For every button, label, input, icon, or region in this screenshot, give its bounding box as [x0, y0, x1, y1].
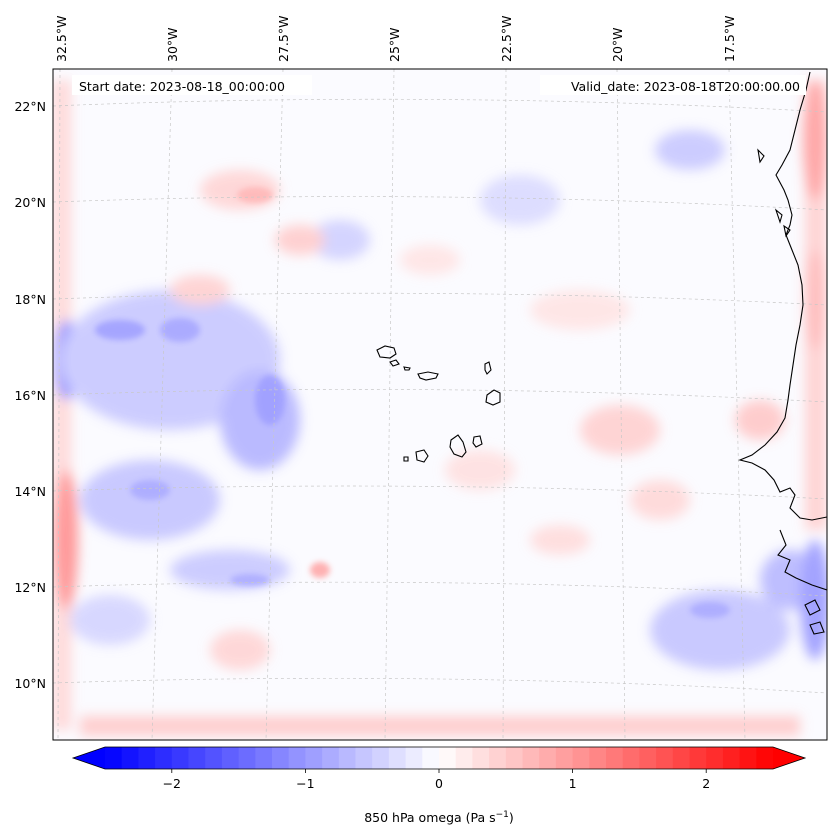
- island-maio: [472, 435, 483, 448]
- start-date-text: Start date: 2023-08-18_00:00:00: [79, 79, 285, 94]
- colorbar-cell: [255, 747, 273, 769]
- colorbar-cell: [188, 747, 206, 769]
- colorbar-cell: [689, 747, 707, 769]
- map-frame: [52, 68, 828, 741]
- lon-label-25w: 25°W: [387, 27, 402, 62]
- lon-label-20w: 20°W: [610, 27, 625, 62]
- colorbar-cell: [555, 747, 574, 769]
- guinea-bissau-coastline: [777, 529, 827, 591]
- colorbar-cell: [288, 747, 306, 769]
- island-sao-nicolau: [417, 371, 439, 381]
- colorbar-tick-label: 1: [569, 776, 577, 791]
- colorbar-cell: [572, 747, 590, 769]
- colorbar-label: 850 hPa omega (Pa s−1): [364, 810, 514, 825]
- island-boa-vista: [485, 389, 501, 406]
- valid-date-text: Valid_date: 2023-08-18T20:00:00.00: [571, 79, 800, 94]
- colorbar-cell: [355, 747, 373, 769]
- colorbar-tick-label: −2: [163, 776, 181, 791]
- coastal-islands-east: [757, 148, 825, 635]
- colorbar-cell: [272, 747, 290, 769]
- valid-date-box: [540, 75, 806, 95]
- colorbar-cell: [639, 747, 657, 769]
- colorbar-cell: [505, 747, 524, 769]
- lat-label-22n: 22°N: [14, 99, 46, 114]
- colorbar-tick-label: 2: [702, 776, 710, 791]
- colorbar-cell: [706, 747, 724, 769]
- colorbar-extend-max: [773, 747, 805, 769]
- west-africa-coastline: [738, 71, 827, 521]
- colorbar-tick-label: −1: [296, 776, 314, 791]
- colorbar-cell: [622, 747, 640, 769]
- colorbar-cell: [656, 747, 674, 769]
- colorbar-cell: [722, 747, 741, 769]
- colorbar-cell: [589, 747, 607, 769]
- lat-label-16n: 16°N: [14, 388, 46, 403]
- colorbar-cell: [489, 747, 507, 769]
- colorbar-outline: [71, 746, 807, 770]
- colorbar-cell: [372, 747, 390, 769]
- lon-label-17-5w: 17.5°W: [722, 16, 737, 62]
- omega-field: [53, 69, 827, 740]
- colorbar-cell: [322, 747, 340, 769]
- island-brava: [403, 456, 409, 462]
- lon-label-22-5w: 22.5°W: [499, 16, 514, 62]
- colorbar-label-tail: ): [509, 810, 514, 825]
- lat-label-12n: 12°N: [14, 580, 46, 595]
- colorbar-cell: [606, 747, 624, 769]
- colorbar-cell: [155, 747, 173, 769]
- start-date-box: [72, 75, 312, 95]
- lat-label-10n: 10°N: [14, 676, 46, 691]
- lat-label-20n: 20°N: [14, 195, 46, 210]
- island-santo-antao: [376, 345, 397, 359]
- colorbar-cell: [439, 747, 457, 769]
- colorbar: −2 −1 0 1 2 850 hPa omega (Pa s−1): [71, 746, 807, 825]
- colorbar-cell: [405, 747, 423, 769]
- island-santiago: [449, 434, 467, 458]
- colorbar-cell: [238, 747, 256, 769]
- colorbar-cell: [171, 747, 190, 769]
- lon-label-30w: 30°W: [165, 27, 180, 62]
- longitude-labels: 32.5°W 30°W 27.5°W 25°W 22.5°W 20°W 17.5…: [54, 16, 737, 62]
- colorbar-cell: [739, 747, 757, 769]
- colorbar-tick-label: 0: [435, 776, 443, 791]
- colorbar-extend-min: [73, 747, 105, 769]
- colorbar-cell: [205, 747, 223, 769]
- lon-label-27-5w: 27.5°W: [276, 16, 291, 62]
- colorbar-cell: [105, 747, 123, 769]
- colorbar-ticks: −2 −1 0 1 2: [163, 769, 710, 791]
- colorbar-cell: [138, 747, 156, 769]
- island-sal: [484, 361, 492, 375]
- colorbar-label-main: 850 hPa omega (Pa s: [364, 810, 495, 825]
- lon-label-32-5w: 32.5°W: [54, 16, 69, 62]
- latitude-labels: 22°N 20°N 18°N 16°N 14°N 12°N 10°N: [14, 99, 46, 691]
- colorbar-cell: [305, 747, 323, 769]
- colorbar-cell: [455, 747, 473, 769]
- colorbar-cell: [539, 747, 557, 769]
- colorbar-cell: [522, 747, 540, 769]
- coastlines: [376, 71, 827, 635]
- colorbar-cell: [221, 747, 240, 769]
- colorbar-cell: [672, 747, 691, 769]
- lat-label-18n: 18°N: [14, 292, 46, 307]
- colorbar-cell: [338, 747, 357, 769]
- colorbar-label-superscript: −1: [496, 810, 509, 820]
- colorbar-cells: [105, 747, 774, 769]
- colorbar-cell: [756, 747, 774, 769]
- island-fogo: [415, 449, 429, 463]
- colorbar-cell: [121, 747, 139, 769]
- map-gridlines: [53, 69, 827, 740]
- lat-label-14n: 14°N: [14, 484, 46, 499]
- island-sao-vicente: [389, 359, 400, 367]
- colorbar-cell: [472, 747, 490, 769]
- island-santa-luzia: [403, 366, 411, 371]
- colorbar-cell: [422, 747, 440, 769]
- colorbar-cell: [388, 747, 407, 769]
